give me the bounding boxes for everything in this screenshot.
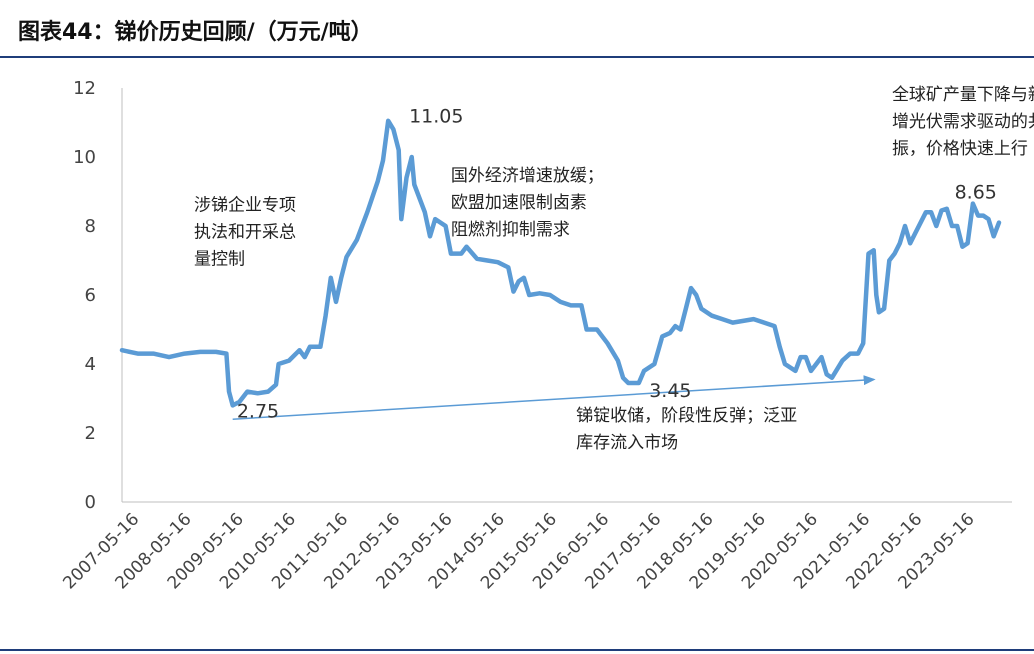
value-label: 11.05 bbox=[409, 106, 463, 128]
axes bbox=[121, 88, 1012, 503]
value-label: 3.45 bbox=[649, 380, 691, 402]
y-tick-label: 12 bbox=[73, 78, 96, 99]
y-tick-label: 0 bbox=[85, 492, 96, 513]
annotation-line: 国外经济增速放缓； bbox=[451, 166, 604, 186]
annotation-line: 库存流入市场 bbox=[576, 433, 678, 453]
y-axis-ticks: 0 2 4 6 8 10 12 bbox=[73, 78, 96, 513]
value-labels: 11.05 2.75 3.45 8.65 bbox=[237, 106, 997, 423]
y-tick-label: 4 bbox=[85, 354, 96, 375]
annotation-line: 执法和开采总 bbox=[194, 222, 296, 242]
top-rule bbox=[0, 56, 1034, 58]
y-tick-label: 10 bbox=[73, 147, 96, 168]
chart-title: 图表44：锑价历史回顾/（万元/吨） bbox=[18, 20, 373, 45]
annotation-line: 全球矿产量下降与新 bbox=[892, 85, 1034, 105]
price-line bbox=[119, 118, 1002, 408]
trend-arrow bbox=[232, 375, 876, 420]
annotation-line: 增光伏需求驱动的共 bbox=[892, 112, 1034, 132]
annotation-line: 量控制 bbox=[194, 249, 245, 269]
y-tick-label: 2 bbox=[85, 423, 96, 444]
value-label: 8.65 bbox=[955, 181, 997, 203]
annotation-line: 欧盟加速限制卤素 bbox=[451, 193, 587, 213]
series-group bbox=[119, 118, 1002, 408]
y-tick-label: 6 bbox=[85, 285, 96, 306]
x-axis-ticks: 2007-05-162008-05-162009-05-162010-05-16… bbox=[59, 509, 978, 593]
bottom-rule bbox=[0, 649, 1034, 651]
annotation-line: 阻燃剂抑制需求 bbox=[451, 220, 570, 240]
annotation-line: 振，价格快速上行 bbox=[892, 139, 1028, 159]
trend-arrow-group bbox=[232, 375, 876, 420]
y-tick-label: 8 bbox=[85, 216, 96, 237]
value-label: 2.75 bbox=[237, 400, 279, 422]
annotation-line: 锑锭收储，阶段性反弹；泛亚 bbox=[576, 406, 797, 426]
annotation-line: 涉锑企业专项 bbox=[194, 195, 296, 215]
